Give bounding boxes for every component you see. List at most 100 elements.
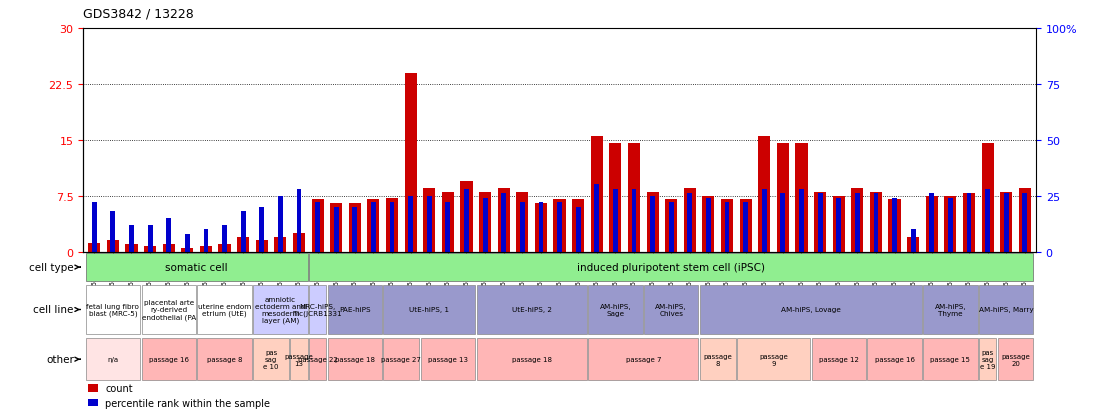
Bar [572, 200, 584, 252]
Bar [669, 203, 674, 252]
Text: pas
sag
e 10: pas sag e 10 [264, 349, 279, 369]
Bar [684, 189, 696, 252]
Text: fetal lung fibro
blast (MRC-5): fetal lung fibro blast (MRC-5) [86, 303, 140, 316]
Bar [204, 230, 208, 252]
Bar [464, 190, 469, 252]
Bar [923, 338, 977, 380]
Bar [383, 338, 419, 380]
Text: passage 7: passage 7 [626, 356, 661, 362]
Bar [557, 203, 562, 252]
Bar [870, 192, 882, 252]
Bar [743, 203, 748, 252]
Bar [275, 237, 287, 252]
Bar [293, 233, 305, 252]
Bar [404, 74, 417, 252]
Bar [911, 230, 915, 252]
Bar [111, 212, 115, 252]
Bar [588, 285, 643, 335]
Bar [588, 338, 698, 380]
Text: passage 13: passage 13 [428, 356, 468, 362]
Bar [368, 200, 379, 252]
Bar [762, 190, 767, 252]
Bar [873, 194, 879, 252]
Bar [594, 185, 599, 252]
Text: GDS3842 / 13228: GDS3842 / 13228 [83, 8, 194, 21]
Bar [352, 207, 357, 252]
Bar [182, 248, 194, 252]
Bar [185, 234, 189, 252]
Bar [328, 285, 382, 335]
Bar [92, 203, 96, 252]
Bar [979, 338, 996, 380]
Text: passage
20: passage 20 [1002, 353, 1029, 366]
Text: passage
8: passage 8 [704, 353, 732, 366]
Bar [442, 192, 454, 252]
Bar [907, 237, 920, 252]
Text: pas
sag
e 19: pas sag e 19 [979, 349, 995, 369]
Bar [740, 200, 751, 252]
Bar [923, 285, 977, 335]
Bar [278, 196, 283, 252]
Bar [997, 338, 1034, 380]
Bar [349, 204, 361, 252]
Bar [520, 203, 525, 252]
Bar [501, 194, 506, 252]
Bar [254, 338, 289, 380]
Bar [290, 338, 308, 380]
Bar [237, 237, 249, 252]
Bar [89, 243, 101, 252]
Legend: count, percentile rank within the sample: count, percentile rank within the sample [88, 383, 270, 408]
Text: AM-hiPS,
Sage: AM-hiPS, Sage [599, 303, 632, 316]
Bar [644, 285, 698, 335]
Text: PAE-hiPS: PAE-hiPS [339, 307, 371, 313]
Text: induced pluripotent stem cell (iPSC): induced pluripotent stem cell (iPSC) [577, 262, 766, 273]
Bar [796, 144, 808, 252]
Text: passage 18: passage 18 [335, 356, 375, 362]
Bar [591, 137, 603, 252]
Bar [538, 203, 543, 252]
Bar [408, 196, 413, 252]
Bar [818, 194, 822, 252]
Bar [780, 194, 786, 252]
Bar [330, 204, 342, 252]
Bar [383, 285, 475, 335]
Text: cell type: cell type [29, 262, 74, 273]
Text: passage 16: passage 16 [148, 356, 188, 362]
Text: somatic cell: somatic cell [165, 262, 228, 273]
Text: passage 22: passage 22 [298, 356, 338, 362]
Bar [576, 207, 581, 252]
Bar [142, 338, 196, 380]
Bar [628, 144, 640, 252]
Bar [721, 200, 733, 252]
Bar [240, 212, 246, 252]
Bar [892, 198, 897, 252]
Bar [476, 285, 587, 335]
Bar [427, 196, 432, 252]
Text: passage 27: passage 27 [381, 356, 421, 362]
Bar [632, 190, 636, 252]
Bar [613, 190, 618, 252]
Bar [309, 285, 326, 335]
Bar [309, 253, 1034, 282]
Bar [777, 144, 789, 252]
Bar [700, 285, 922, 335]
Bar [197, 338, 252, 380]
Bar [218, 244, 230, 252]
Bar [445, 203, 450, 252]
Bar [483, 198, 488, 252]
Bar [129, 225, 134, 252]
Bar [142, 285, 196, 335]
Bar [925, 196, 937, 252]
Bar [535, 204, 547, 252]
Bar [311, 200, 324, 252]
Text: cell line: cell line [33, 305, 74, 315]
Bar [125, 244, 137, 252]
Bar [814, 192, 827, 252]
Bar [811, 338, 865, 380]
Bar [554, 200, 565, 252]
Bar [163, 244, 175, 252]
Bar [166, 218, 171, 252]
Bar [837, 198, 841, 252]
Bar [309, 338, 326, 380]
Bar [423, 189, 435, 252]
